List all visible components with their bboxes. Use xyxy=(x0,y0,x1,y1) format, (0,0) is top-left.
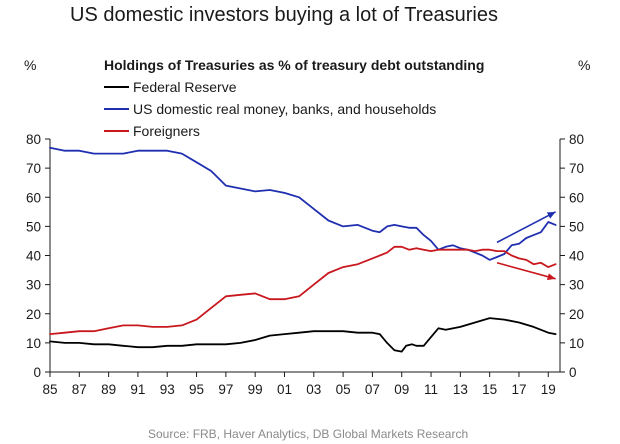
y-tick-label-left-80: 80 xyxy=(26,132,41,147)
trend-arrow-head-2 xyxy=(546,273,556,281)
x-tick-label-97: 97 xyxy=(218,382,233,397)
page-title: US domestic investors buying a lot of Tr… xyxy=(70,4,498,26)
x-tick-label-17: 17 xyxy=(511,382,526,397)
y-unit-left: % xyxy=(24,57,36,73)
x-tick-label-93: 93 xyxy=(160,382,175,397)
y-unit-right: % xyxy=(578,57,590,73)
x-tick-label-15: 15 xyxy=(482,382,497,397)
x-tick-label-13: 13 xyxy=(453,382,468,397)
trend-arrow-1 xyxy=(496,211,556,244)
x-tick-label-91: 91 xyxy=(130,382,145,397)
y-tick-label-left-60: 60 xyxy=(26,190,41,205)
chart-title: Holdings of Treasuries as % of treasury … xyxy=(104,57,484,73)
y-tick-label-right-70: 70 xyxy=(569,161,584,176)
y-tick-label-right-40: 40 xyxy=(569,249,584,264)
x-tick-label-11: 11 xyxy=(424,382,438,397)
x-tick-label-87: 87 xyxy=(72,382,87,397)
x-tick-label-01: 01 xyxy=(277,382,292,397)
y-tick-label-left-30: 30 xyxy=(26,278,41,293)
series-line-foreigners xyxy=(49,245,557,335)
series-line-us-domestic-real-money-banks-and-households xyxy=(49,146,557,261)
y-tick-label-right-30: 30 xyxy=(569,278,584,293)
y-tick-label-left-40: 40 xyxy=(26,249,41,264)
y-tick-label-right-50: 50 xyxy=(569,219,584,234)
y-tick-label-right-60: 60 xyxy=(569,190,584,205)
x-tick-label-95: 95 xyxy=(189,382,204,397)
y-tick-label-right-80: 80 xyxy=(569,132,584,147)
trend-arrow-2 xyxy=(496,262,556,280)
x-tick-label-03: 03 xyxy=(306,382,321,397)
legend-label-us-domestic: US domestic real money, banks, and house… xyxy=(133,101,436,117)
y-tick-label-left-20: 20 xyxy=(26,307,41,322)
x-tick-label-09: 09 xyxy=(394,382,409,397)
legend-label-foreigners: Foreigners xyxy=(133,123,200,139)
x-tick-label-05: 05 xyxy=(336,382,351,397)
y-tick-label-right-20: 20 xyxy=(569,307,584,322)
series-line-federal-reserve xyxy=(49,317,557,353)
x-tick-label-07: 07 xyxy=(365,382,380,397)
y-tick-label-left-10: 10 xyxy=(26,336,41,351)
y-tick-label-right-10: 10 xyxy=(569,336,584,351)
x-tick-label-85: 85 xyxy=(42,382,57,397)
trend-arrow-head-1 xyxy=(546,211,556,219)
x-tick-label-99: 99 xyxy=(248,382,263,397)
y-tick-label-left-0: 0 xyxy=(33,365,41,380)
legend-label-federal-reserve: Federal Reserve xyxy=(133,79,237,95)
y-tick-label-left-50: 50 xyxy=(26,219,41,234)
x-tick-label-89: 89 xyxy=(101,382,116,397)
legend: Federal Reserve US domestic real money, … xyxy=(104,79,436,139)
source-note: Source: FRB, Haver Analytics, DB Global … xyxy=(148,427,468,441)
x-tick-label-19: 19 xyxy=(541,382,556,397)
y-tick-label-left-70: 70 xyxy=(26,161,41,176)
y-tick-label-right-0: 0 xyxy=(569,365,577,380)
